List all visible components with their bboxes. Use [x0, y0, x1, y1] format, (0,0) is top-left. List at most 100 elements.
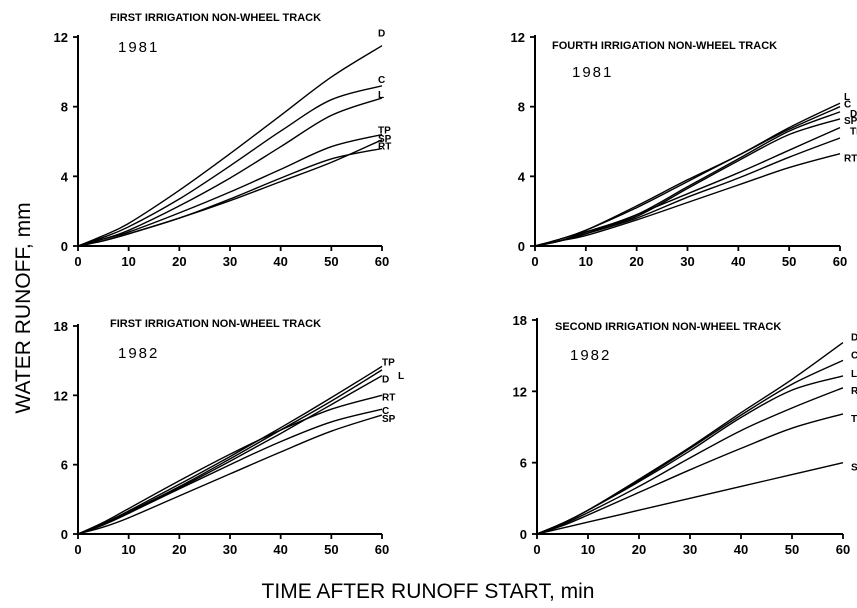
x-tick-label: 0	[74, 542, 81, 557]
series-line-rt	[536, 387, 844, 535]
x-tick-label: 50	[324, 254, 338, 269]
series-line-c	[77, 408, 383, 535]
series-label-tp: TP	[851, 414, 857, 425]
chart-panel-1: 0 10 20 30 40 50 60 0 4 8 12 FIRST IRRIGATION NON-W…	[54, 12, 392, 269]
x-tick-label: 20	[172, 542, 186, 557]
series-label-c: C	[844, 100, 851, 111]
chart-title: SECOND IRRIGATION NON-WHEEL TRACK	[555, 321, 781, 333]
series-line-rt	[77, 147, 383, 247]
x-tick-label: 10	[121, 542, 135, 557]
x-tick-label: 20	[632, 542, 646, 557]
series-label-l: L	[378, 90, 384, 101]
figure-xlabel: TIME AFTER RUNOFF START, min	[262, 580, 595, 603]
y-tick-label: 18	[54, 319, 68, 334]
y-tick-label: 0	[61, 527, 68, 542]
x-tick-label: 60	[833, 254, 847, 269]
x-tick-label: 40	[734, 542, 748, 557]
x-tick-label: 20	[629, 254, 643, 269]
x-tick-label: 0	[74, 254, 81, 269]
x-tick-label: 30	[680, 254, 694, 269]
x-tick-label: 30	[223, 254, 237, 269]
y-tick-label: 4	[61, 169, 69, 184]
x-tick-label: 40	[731, 254, 745, 269]
series-label-sp: SP	[378, 134, 392, 145]
series-label-ti: TI	[850, 127, 857, 138]
x-tick-label: 10	[581, 542, 595, 557]
y-tick-label: 12	[54, 30, 68, 45]
series-line-d	[536, 342, 844, 535]
x-tick-label: 50	[324, 542, 338, 557]
x-tick-label: 60	[375, 254, 389, 269]
y-tick-label: 6	[520, 456, 527, 471]
series-label-sp: SP	[382, 414, 396, 425]
series-label-rt: RT	[844, 154, 857, 165]
figure-ylabel: WATER RUNOFF, mm	[12, 202, 35, 413]
y-tick-label: 12	[513, 384, 527, 399]
y-tick-label: 4	[518, 169, 526, 184]
series-label-tp: TP	[382, 357, 395, 368]
series-label-d: D	[378, 29, 385, 40]
chart-panel-4: 0 10 20 30 40 50 60 0 6 12 18 SECOND IRRIGATION NON…	[513, 313, 857, 557]
series-label-d: D	[850, 109, 857, 120]
series-label-tp: TP	[378, 126, 391, 137]
x-tick-label: 20	[172, 254, 186, 269]
series-label-rt: RT	[382, 392, 395, 403]
series-label-d: D	[851, 333, 857, 344]
series-line-l	[77, 97, 383, 247]
y-tick-label: 0	[520, 527, 527, 542]
x-tick-label: 30	[683, 542, 697, 557]
y-tick-label: 0	[61, 239, 68, 254]
chart-year: 1982	[118, 345, 159, 362]
x-tick-label: 50	[782, 254, 796, 269]
chart-panel-3: 0 10 20 30 40 50 60 0 6 12 18 FIRST IRRIGATION NON-…	[54, 318, 405, 557]
series-line-tp	[77, 133, 383, 247]
x-tick-label: 10	[121, 254, 135, 269]
series-line-l	[534, 102, 841, 247]
series-label-rt: RT	[851, 386, 857, 397]
series-label-l: L	[851, 369, 857, 380]
series-line-sp	[77, 139, 383, 247]
chart-title: FIRST IRRIGATION NON-WHEEL TRACK	[110, 12, 321, 24]
series-label-sp: SP	[844, 116, 857, 127]
series-label-l: L	[844, 92, 850, 103]
series-label-rt: RT	[378, 141, 391, 152]
chart-year: 1981	[572, 64, 613, 81]
series-label-l: L	[398, 371, 404, 382]
x-tick-label: 60	[836, 542, 850, 557]
x-tick-label: 50	[785, 542, 799, 557]
series-line-d	[77, 45, 383, 247]
series-line-sp	[77, 414, 383, 535]
series-line-tp	[77, 365, 383, 535]
y-tick-label: 0	[518, 239, 525, 254]
y-tick-label: 8	[61, 100, 68, 115]
x-tick-label: 0	[531, 254, 538, 269]
x-tick-label: 40	[273, 542, 287, 557]
series-label-d: D	[382, 375, 389, 386]
series-label-c: C	[378, 75, 385, 86]
y-tick-label: 12	[54, 388, 68, 403]
series-line-rt	[77, 394, 383, 535]
y-tick-label: 12	[511, 30, 525, 45]
x-tick-label: 30	[223, 542, 237, 557]
x-tick-label: 60	[375, 542, 389, 557]
series-label-sp: SP	[851, 463, 857, 474]
x-tick-label: 0	[533, 542, 540, 557]
x-tick-label: 10	[579, 254, 593, 269]
series-line-tp	[536, 413, 844, 535]
x-tick-label: 40	[273, 254, 287, 269]
series-line-sp	[534, 118, 841, 247]
y-tick-label: 18	[513, 313, 527, 328]
y-tick-label: 8	[518, 100, 525, 115]
series-label-c: C	[382, 406, 389, 417]
chart-year: 1981	[118, 39, 159, 56]
series-line	[534, 137, 841, 247]
series-line-c	[77, 85, 383, 247]
series-line-sp	[536, 462, 844, 535]
chart-year: 1982	[570, 347, 611, 364]
series-label-c: C	[851, 350, 857, 361]
chart-title: FOURTH IRRIGATION NON-WHEEL TRACK	[552, 40, 777, 52]
y-tick-label: 6	[61, 458, 68, 473]
series-line-l	[536, 375, 844, 535]
